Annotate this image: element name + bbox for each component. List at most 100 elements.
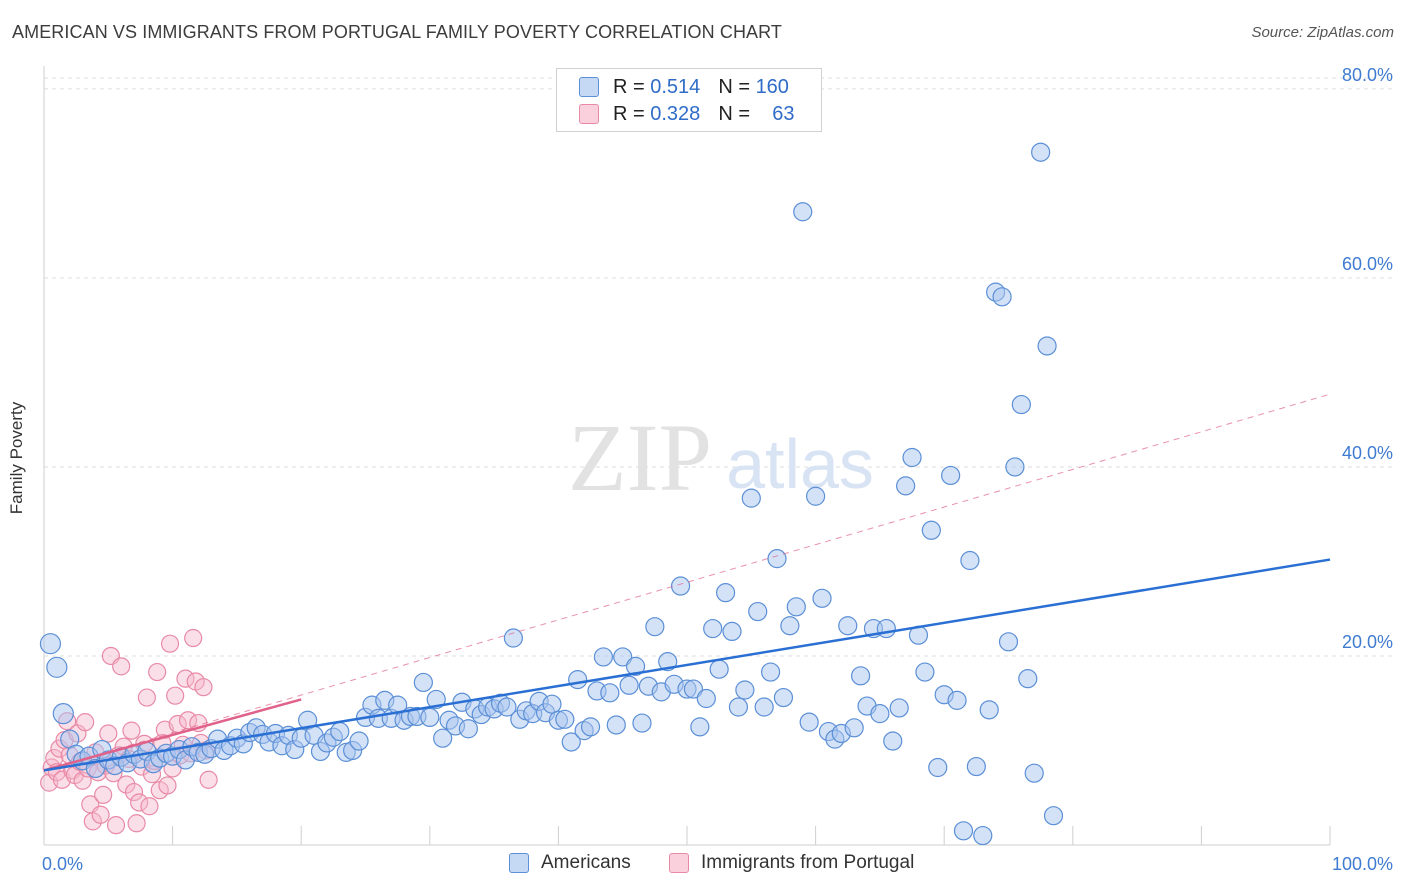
americans-point (773, 687, 794, 708)
watermark: ZIP atlas (568, 404, 874, 511)
axes (43, 66, 1331, 846)
portugal-point (160, 634, 180, 653)
americans-point (748, 601, 768, 622)
americans-point (966, 756, 986, 777)
americans-point (883, 731, 903, 751)
legend-r-label: R = (613, 102, 645, 125)
americans-point (973, 825, 993, 846)
americans-point (896, 476, 916, 496)
portugal-point (158, 776, 177, 795)
americans-point (426, 689, 446, 710)
americans-point (793, 202, 813, 222)
portugal-point (117, 775, 136, 794)
portugal-point (122, 721, 141, 740)
americans-point (619, 675, 639, 695)
americans-point (754, 697, 774, 717)
americans-point (39, 633, 62, 655)
americans-point (851, 666, 871, 686)
americans-point (799, 712, 819, 732)
americans-point (683, 679, 704, 699)
portugal-point (94, 785, 113, 805)
americans-point (921, 520, 941, 540)
portugal-point (127, 814, 146, 833)
portugal-trend-extended (43, 393, 1331, 771)
y-tick-label: 80.0% (1342, 65, 1393, 85)
americans-point (953, 821, 974, 841)
americans-point (613, 647, 633, 667)
americans-point (696, 688, 716, 709)
americans-point (735, 680, 755, 700)
legend-n-value: 63 (772, 102, 795, 125)
legend-row-portugal: R = 0.328 N = 63 (579, 102, 794, 126)
americans-point (458, 719, 478, 739)
americans-point (580, 717, 601, 737)
americans-point (722, 621, 742, 642)
portugal-point (106, 816, 126, 835)
americans-point (889, 698, 909, 718)
americans-point (52, 703, 74, 725)
legend-swatch-blue (579, 77, 599, 97)
legend-r-value: 0.328 (650, 102, 701, 125)
americans-point (902, 447, 922, 468)
americans-point (1037, 336, 1057, 356)
x-tick-label: 100.0% (1332, 854, 1393, 874)
americans-point (497, 697, 517, 717)
americans-point (915, 662, 935, 682)
portugal-point (178, 711, 198, 730)
americans-point (46, 656, 68, 678)
americans-point (632, 713, 652, 733)
grid-lines (44, 77, 1392, 657)
americans-point (625, 656, 646, 676)
americans-point (670, 576, 691, 596)
portugal-point (124, 782, 144, 802)
bottom-legend-swatch-blue (509, 853, 529, 873)
americans-point (767, 549, 787, 569)
legend-n-label: N = (718, 75, 750, 98)
americans-point (433, 728, 453, 748)
source-label: Source: ZipAtlas.com (1251, 24, 1394, 41)
bottom-legend-americans-label: Americans (541, 852, 631, 873)
americans-point (503, 628, 523, 648)
americans-trend-line (43, 558, 1331, 772)
y-axis-label: Family Poverty (7, 401, 26, 515)
chart-title: AMERICAN VS IMMIGRANTS FROM PORTUGAL FAM… (12, 22, 783, 42)
portugal-point (137, 688, 156, 707)
americans-point (420, 707, 440, 728)
bottom-legend-swatch-pink (669, 853, 689, 873)
portugal-point (148, 662, 167, 682)
americans-point (542, 694, 562, 714)
americans-point (805, 486, 826, 506)
americans-point (947, 690, 967, 710)
americans-point (645, 617, 665, 637)
x-tick-label: 0.0% (42, 854, 83, 874)
americans-point (555, 709, 575, 729)
y-tick-label: 20.0% (1342, 632, 1393, 652)
stats-legend: R = 0.514 N = 160 R = 0.328 N = 63 (556, 68, 822, 132)
portugal-trend-line (43, 698, 302, 772)
portugal-point (112, 657, 131, 676)
legend-row-americans: R = 0.514 N = 160 (579, 75, 789, 99)
portugal-point (99, 724, 118, 743)
americans-point (600, 683, 620, 703)
legend-n-label: N = (718, 102, 750, 125)
americans-point (876, 618, 896, 639)
americans-point (928, 757, 948, 778)
portugal-point (194, 678, 213, 697)
americans-point (870, 704, 890, 724)
portugal-point (176, 669, 195, 688)
portugal-point (76, 713, 95, 732)
tick-labels: 20.0% 40.0% 60.0% 80.0% 0.0% 100.0% (42, 65, 1393, 874)
watermark-zip: ZIP (568, 404, 712, 511)
bottom-legend-portugal-label: Immigrants from Portugal (701, 852, 915, 873)
americans-point (786, 597, 806, 617)
americans-point (568, 670, 588, 690)
americans-point (1031, 142, 1051, 162)
americans-point (330, 721, 350, 742)
portugal-point (166, 686, 185, 705)
americans-point (709, 659, 729, 679)
americans-point (780, 616, 800, 636)
portugal-point (130, 793, 149, 812)
americans-point (715, 583, 736, 603)
americans-point (760, 662, 781, 682)
